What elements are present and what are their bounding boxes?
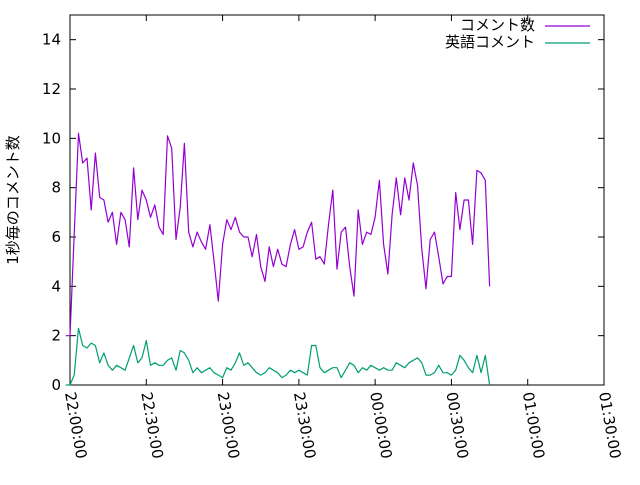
- tick-marks: [69, 15, 605, 386]
- x-tick-label: 01:30:00: [595, 391, 624, 460]
- y-axis-label: 1秒毎のコメント数: [4, 135, 22, 265]
- y-tick-label: 14: [42, 31, 61, 49]
- y-tick-label: 12: [42, 80, 61, 98]
- x-tick-label: 23:00:00: [214, 391, 243, 460]
- legend-label: コメント数: [460, 16, 535, 34]
- x-tick-label: 22:00:00: [61, 391, 90, 460]
- series-line-2: [65, 327, 491, 386]
- series-line-1: [65, 132, 491, 337]
- x-tick-label: 23:30:00: [290, 391, 319, 460]
- x-tick-label: 00:00:00: [366, 391, 395, 460]
- y-tick-label: 4: [51, 277, 61, 295]
- x-tick-label: 00:30:00: [442, 391, 471, 460]
- x-tick-label: 22:30:00: [137, 391, 166, 460]
- series-lines: [65, 132, 491, 386]
- y-tick-label: 6: [51, 228, 61, 246]
- y-tick-label: 0: [51, 376, 61, 394]
- legend-label: 英語コメント: [445, 33, 535, 51]
- plot-frame: [69, 14, 605, 386]
- y-tick-label: 8: [51, 179, 61, 197]
- y-tick-label: 2: [51, 327, 61, 345]
- y-tick-label: 10: [42, 129, 61, 147]
- x-tick-label: 01:00:00: [519, 391, 548, 460]
